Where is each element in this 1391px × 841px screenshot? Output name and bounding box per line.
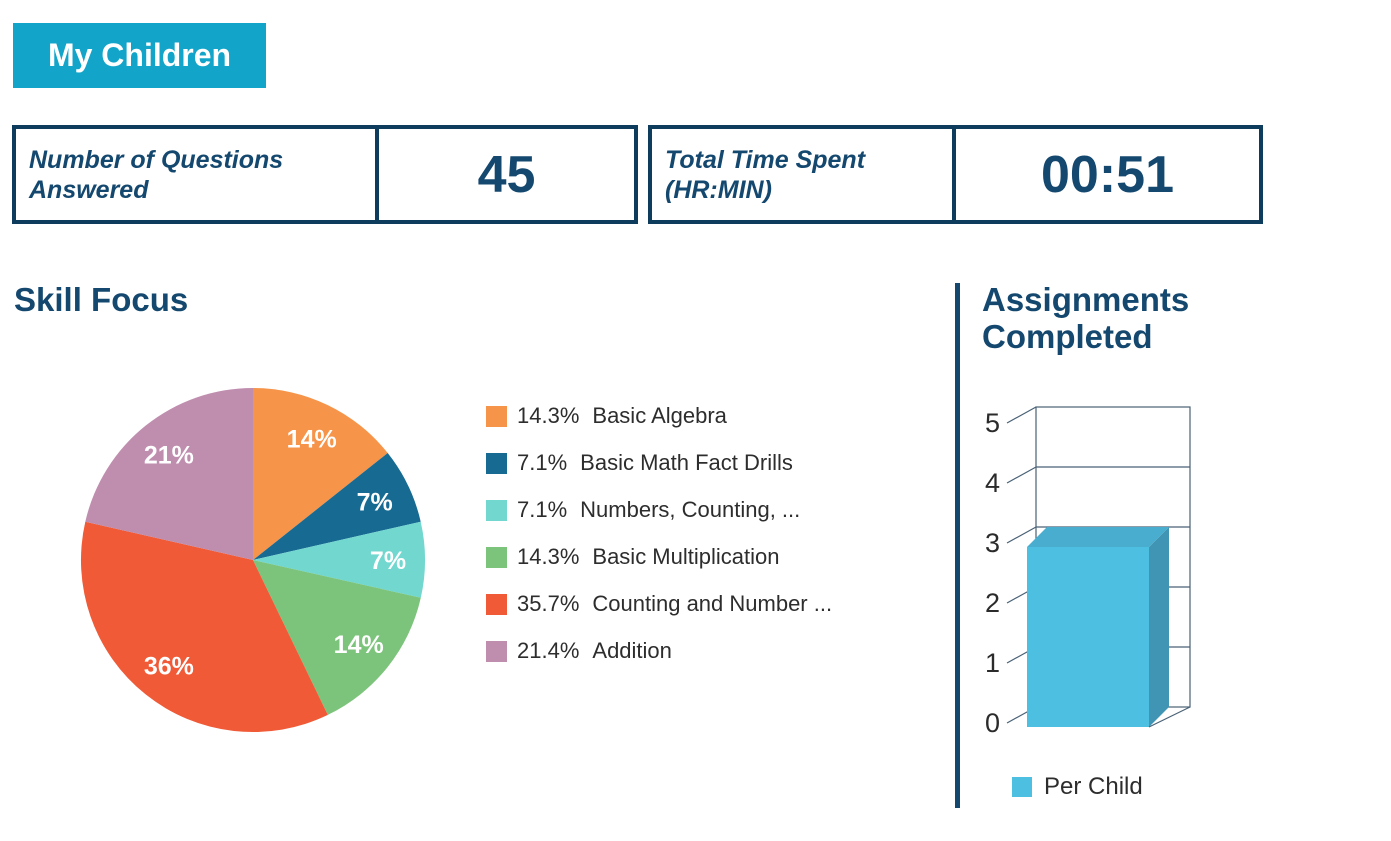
y-axis-label: 1 — [985, 648, 1000, 678]
y-axis-label: 2 — [985, 588, 1000, 618]
my-children-button[interactable]: My Children — [13, 23, 266, 88]
time-spent-stat-box: Total Time Spent (HR:MIN) 00:51 — [648, 125, 1263, 224]
pie-legend-item-basic-algebra: 14.3% Basic Algebra — [486, 403, 832, 429]
stat-box-divider — [375, 129, 379, 220]
legend-label: Numbers, Counting, ... — [580, 497, 801, 522]
pie-slice-counting-and-number — [80, 521, 328, 733]
stat-box-divider — [952, 129, 956, 220]
pie-slice-label: 14% — [334, 631, 384, 659]
y-axis-label: 4 — [985, 468, 1000, 498]
bar-side-face — [1149, 527, 1169, 727]
legend-swatch — [486, 593, 507, 615]
legend-swatch — [486, 452, 507, 474]
bar-front-face — [1027, 547, 1149, 727]
axis-tick — [1006, 466, 1037, 484]
legend-percent: 21.4% — [517, 638, 580, 663]
floor-edge — [1148, 706, 1191, 728]
axis-tick — [1006, 406, 1037, 424]
y-axis-label: 5 — [985, 408, 1000, 438]
legend-percent: 14.3% — [517, 403, 580, 428]
skill-focus-pie-chart: 14% 7% 7% 14% 36% 21% — [60, 375, 450, 770]
legend-label: Addition — [592, 638, 672, 663]
legend-percent: 7.1% — [517, 497, 568, 522]
legend-swatch — [486, 640, 507, 662]
legend-label: Basic Algebra — [592, 403, 727, 428]
bar-legend-label: Per Child — [1044, 773, 1143, 800]
pie-chart-svg: 14% 7% 7% 14% 36% 21% — [80, 388, 426, 733]
pie-slice-label: 36% — [144, 653, 194, 681]
legend-percent: 7.1% — [517, 450, 568, 475]
bar-chart-svg: 0 1 2 3 4 5 — [985, 406, 1191, 738]
section-divider — [955, 283, 960, 808]
time-spent-label: Total Time Spent (HR:MIN) — [665, 145, 866, 204]
y-axis-label: 3 — [985, 528, 1000, 558]
pie-slice-addition — [85, 388, 253, 560]
legend-percent: 14.3% — [517, 544, 580, 569]
legend-swatch — [486, 546, 507, 568]
pie-legend-item-basic-multiplication: 14.3% Basic Multiplication — [486, 544, 832, 570]
legend-swatch — [486, 499, 507, 521]
legend-label: Counting and Number ... — [592, 591, 833, 616]
questions-answered-value: 45 — [477, 145, 536, 204]
legend-label: Basic Multiplication — [592, 544, 780, 569]
assignments-completed-title: Assignments Completed — [982, 281, 1190, 355]
axis-tick — [1006, 526, 1037, 544]
pie-slice-label: 7% — [357, 489, 393, 517]
pie-legend: 14.3% Basic Algebra 7.1% Basic Math Fact Dr… — [486, 403, 832, 664]
pie-slice-label: 7% — [370, 547, 406, 575]
legend-label: Basic Math Fact Drills — [580, 450, 793, 475]
legend-percent: 35.7% — [517, 591, 580, 616]
pie-slice-basic-algebra — [253, 388, 388, 560]
questions-answered-stat-box: Number of Questions Answered 45 — [12, 125, 638, 224]
assignments-bar-chart: 0 1 2 3 4 5 — [960, 390, 1391, 765]
skill-focus-title: Skill Focus — [14, 281, 189, 318]
pie-slice-label: 14% — [287, 425, 337, 453]
pie-legend-item-addition: 21.4% Addition — [486, 638, 832, 664]
legend-swatch — [486, 405, 507, 427]
questions-answered-label: Number of Questions Answered — [29, 145, 284, 204]
pie-legend-item-numbers-counting: 7.1% Numbers, Counting, ... — [486, 497, 832, 523]
pie-legend-item-basic-math-fact-drills: 7.1% Basic Math Fact Drills — [486, 450, 832, 476]
bar-legend-swatch — [1012, 777, 1032, 797]
pie-legend-item-counting-and-number: 35.7% Counting and Number ... — [486, 591, 832, 617]
pie-slice-basic-multiplication — [253, 560, 421, 715]
pie-slice-numbers-counting — [253, 521, 426, 598]
pie-slice-basic-math-fact-drills — [253, 453, 421, 560]
bar-legend: Per Child — [1012, 773, 1143, 801]
time-spent-value: 00:51 — [1041, 145, 1174, 204]
bar-top-face — [1027, 527, 1169, 547]
pie-slice-label: 21% — [144, 441, 194, 469]
y-axis-label: 0 — [985, 708, 1000, 738]
